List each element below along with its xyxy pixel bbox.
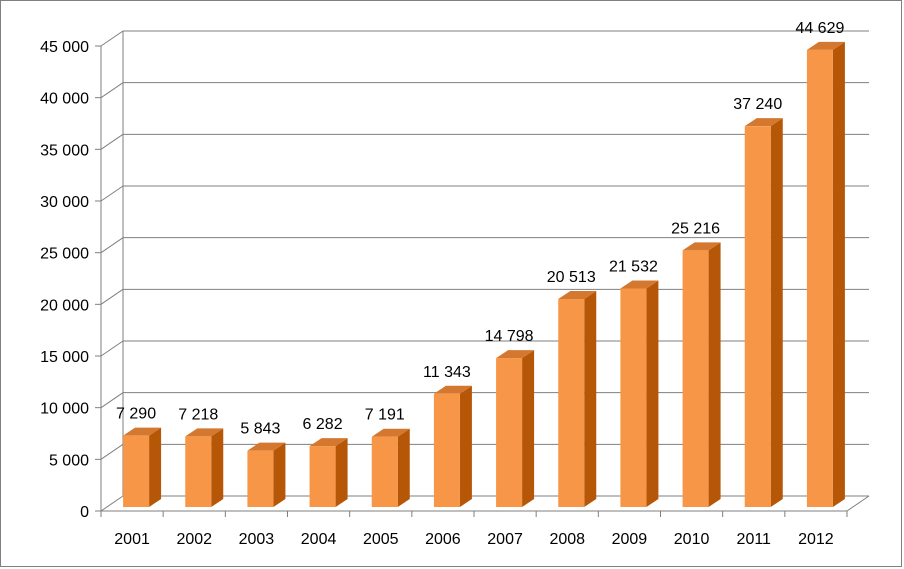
bar-side (770, 118, 783, 507)
bar (309, 438, 348, 507)
data-label: 7 290 (116, 406, 156, 423)
bar-side (832, 41, 845, 507)
y-tick-label: 15 000 (40, 349, 89, 366)
bar-front (309, 446, 336, 507)
bar-top (185, 428, 224, 437)
x-tick-label: 2003 (239, 531, 275, 548)
bar-front (185, 436, 212, 507)
data-label: 44 629 (795, 20, 844, 37)
bar (682, 242, 721, 507)
bar-side (211, 428, 224, 507)
bar-top (247, 442, 286, 451)
gridline-depth (100, 443, 124, 460)
data-label: 25 216 (671, 220, 720, 237)
bar-front (682, 250, 709, 507)
bar-front (744, 126, 771, 507)
bar (371, 428, 410, 507)
bar-front (806, 49, 833, 507)
bar-side (708, 242, 721, 507)
x-tick-label: 2004 (301, 531, 337, 548)
bar-top (123, 427, 162, 436)
bar (620, 280, 659, 507)
x-tick-label: 2008 (549, 531, 585, 548)
x-axis: 2001 2002 2003 2004 2005 2006 2007 2008 2009 2010… (100, 495, 870, 548)
gridline-depth (100, 133, 124, 150)
y-axis: 0 5 000 10 000 15 000 20 000 25 000 30 000 35 0… (40, 31, 124, 521)
data-label: 7 218 (178, 406, 218, 423)
bar-side (149, 427, 162, 507)
bar-front (371, 436, 398, 507)
bar-side (273, 442, 286, 507)
bar-top (496, 350, 535, 359)
x-tick-label: 2006 (425, 531, 461, 548)
bar (496, 350, 535, 507)
gridline-depth (100, 288, 124, 305)
bar (558, 291, 597, 507)
bar (806, 41, 845, 507)
y-tick-label: 40 000 (40, 91, 89, 108)
bar (123, 427, 162, 507)
x-tick-label: 2010 (674, 531, 710, 548)
bar-front (558, 299, 585, 507)
bar-front (433, 393, 460, 507)
bar-top (620, 280, 659, 289)
gridline-depth (100, 237, 124, 254)
gridline-depth (100, 392, 124, 409)
bar (433, 385, 472, 507)
x-tick-label: 2001 (114, 531, 150, 548)
bar-side (522, 350, 535, 507)
bar-side (646, 280, 659, 507)
gridline-depth (100, 495, 124, 512)
data-label: 37 240 (733, 96, 782, 113)
x-tick-label: 2002 (176, 531, 212, 548)
gridline-depth (100, 82, 124, 99)
y-tick-label: 10 000 (40, 401, 89, 418)
bar (744, 118, 783, 507)
x-tick-label: 2009 (612, 531, 648, 548)
bar-top (682, 242, 721, 251)
x-tick-label: 2012 (798, 531, 834, 548)
bar-front (247, 450, 274, 507)
bar-side (584, 291, 597, 507)
bar-top (309, 438, 348, 447)
bar-side (459, 385, 472, 507)
bar-top (806, 41, 845, 50)
gridlines (100, 30, 869, 512)
bar-top (433, 385, 472, 394)
bar-side (397, 428, 410, 507)
y-tick-label: 0 (80, 504, 89, 521)
y-tick-label: 25 000 (40, 246, 89, 263)
data-label: 11 343 (423, 364, 471, 381)
data-label: 20 513 (547, 269, 596, 286)
data-label: 5 843 (240, 421, 280, 438)
bar (185, 428, 224, 507)
y-tick-label: 45 000 (40, 39, 89, 56)
bar-top (371, 428, 410, 437)
gridline-depth (100, 185, 124, 202)
x-tick-label: 2007 (487, 531, 523, 548)
x-tick-label: 2011 (737, 531, 772, 548)
data-label: 21 532 (609, 259, 658, 276)
bar-front (123, 435, 150, 507)
gridline-depth (100, 30, 124, 47)
bar (247, 442, 286, 507)
y-tick-label: 20 000 (40, 297, 89, 314)
bars (123, 41, 845, 507)
bar-side (335, 438, 348, 507)
floor-edge (846, 495, 870, 512)
y-tick-label: 5 000 (49, 452, 89, 469)
bar-front (496, 358, 523, 507)
bar-front (620, 288, 647, 507)
data-labels: 7 290 7 218 5 843 6 282 7 191 11 343 14 798 20 … (116, 20, 844, 438)
x-tick-label: 2005 (363, 531, 399, 548)
data-label: 7 191 (365, 407, 405, 424)
gridline-depth (100, 340, 124, 357)
bar-top (744, 118, 783, 127)
y-tick-label: 35 000 (40, 142, 89, 159)
bar-top (558, 291, 597, 300)
data-label: 14 798 (485, 328, 534, 345)
y-tick-label: 30 000 (40, 194, 89, 211)
data-label: 6 282 (303, 416, 343, 433)
